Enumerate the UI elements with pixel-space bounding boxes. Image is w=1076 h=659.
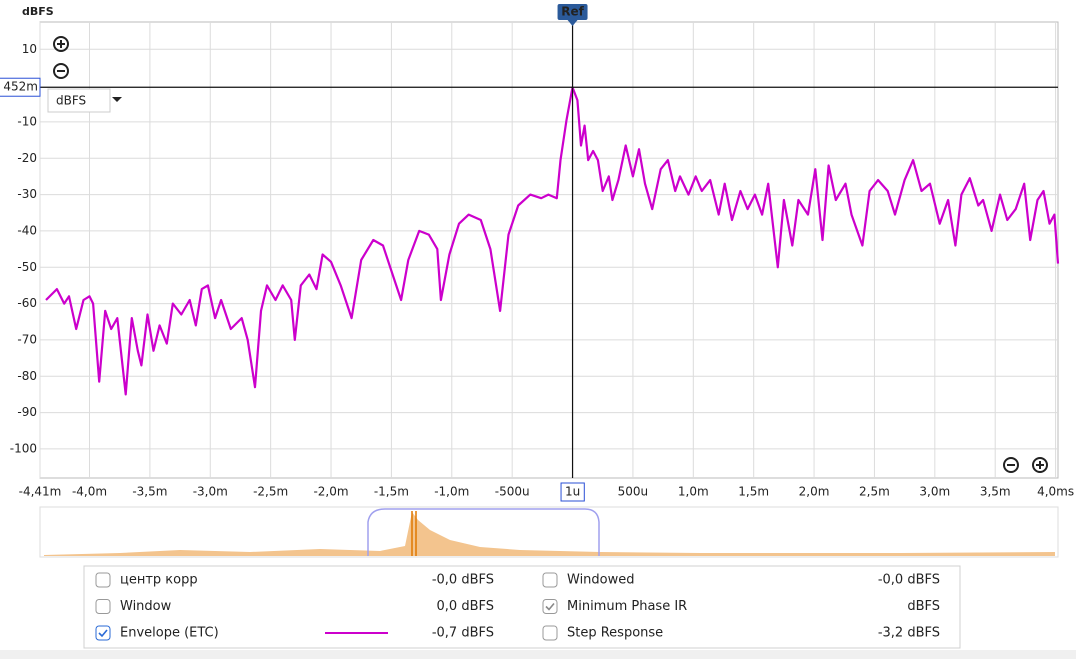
zoom-in-y[interactable] [53, 36, 69, 52]
ref-label: Ref [561, 5, 584, 19]
y-tick-label: 10 [22, 42, 37, 56]
y-tick-label: -100 [10, 441, 37, 455]
x-tick-label: 3,0m [919, 485, 950, 499]
x-tick-label: 1,5m [738, 485, 769, 499]
y-tick-label: -20 [17, 151, 37, 165]
x-cursor-box [560, 482, 585, 502]
unit-dropdown[interactable]: dBFS [47, 88, 122, 113]
x-tick-label: 1u [565, 485, 580, 499]
x-tick-label: -1,0m [434, 485, 469, 499]
traces-panel [83, 565, 961, 649]
checkmark [545, 602, 555, 611]
cursor-y-label: 452m [3, 80, 38, 94]
trace-name: Window [120, 599, 172, 614]
x-tick-label: 2,0m [799, 485, 830, 499]
trace-name: Windowed [567, 573, 635, 588]
y-tick-label: -60 [17, 296, 37, 310]
cursor-y-box [0, 77, 41, 97]
checkbox[interactable] [95, 599, 111, 614]
checkbox[interactable] [542, 572, 558, 588]
y-tick-label: -40 [17, 223, 37, 237]
x-tick-label: -500u [495, 485, 530, 499]
checkbox[interactable] [95, 572, 111, 588]
trace-value: 0,0 dBFS [437, 599, 494, 614]
y-tick-label: -80 [17, 369, 37, 383]
x-tick-label: 500u [618, 485, 649, 499]
checkmark [98, 629, 108, 638]
plot-background [39, 21, 1059, 479]
dropdown-text: dBFS [56, 94, 86, 108]
x-tick-label: -4,41m [19, 485, 62, 499]
x-tick-label: -3,0m [193, 485, 228, 499]
y-tick-label: -10 [17, 114, 37, 128]
x-tick-label: -3,5m [132, 485, 167, 499]
checkbox[interactable] [542, 599, 558, 614]
plot-area [39, 21, 1060, 479]
x-tick-label: 3,5m [980, 485, 1011, 499]
y-axis-label: dBFS [22, 5, 54, 18]
ref-marker [557, 4, 588, 20]
x-tick-label: -2,0m [313, 485, 348, 499]
ref-pointer [567, 20, 578, 26]
trace-name: Envelope (ETC) [120, 626, 219, 641]
x-tick-label: -2,5m [253, 485, 288, 499]
y-tick-label: -50 [17, 260, 37, 274]
x-tick-label: 2,5m [859, 485, 890, 499]
trace-name: центр корр [120, 573, 198, 588]
checkbox[interactable] [542, 625, 558, 641]
x-tick-label: -1,5m [374, 485, 409, 499]
zoom-in-x[interactable] [1032, 457, 1048, 473]
y-tick-label: -70 [17, 332, 37, 346]
x-tick-label: -4,0m [72, 485, 107, 499]
x-tick-label: 4,0ms [1037, 485, 1074, 499]
x-tick-label: 1,0m [678, 485, 709, 499]
checkbox[interactable] [95, 625, 111, 641]
trace-value: -3,2 dBFS [878, 626, 940, 641]
zoom-out-y[interactable] [53, 63, 69, 79]
trace-value: dBFS [907, 599, 940, 614]
y-tick-label: -30 [17, 187, 37, 201]
overview [39, 506, 1059, 558]
zoom-out-x[interactable] [1003, 457, 1019, 473]
status-bar [0, 650, 1076, 659]
trace-value: -0,0 dBFS [432, 573, 494, 588]
trace-name: Step Response [567, 626, 663, 641]
trace-value: -0,0 dBFS [878, 573, 940, 588]
trace-name: Minimum Phase IR [567, 599, 687, 614]
y-tick-label: -90 [17, 405, 37, 419]
trace-value: -0,7 dBFS [432, 626, 494, 641]
